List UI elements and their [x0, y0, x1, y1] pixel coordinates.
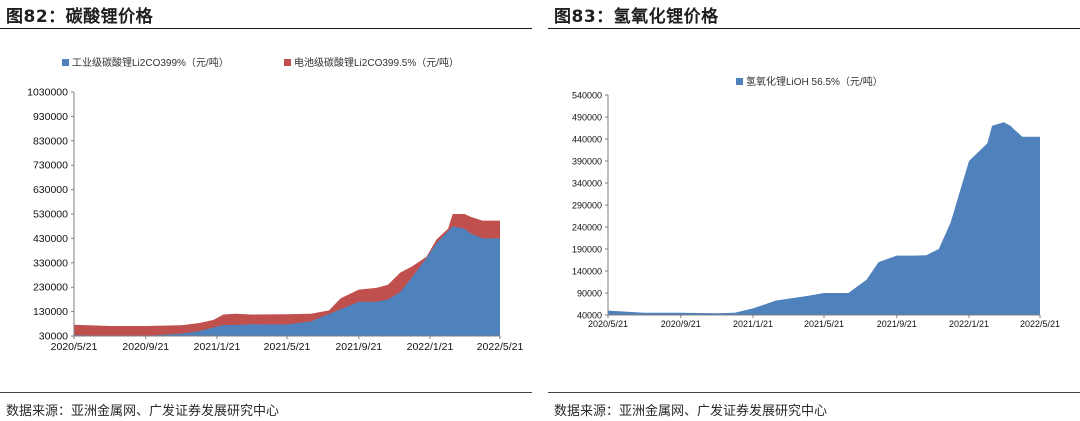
x-tick-label: 2021/5/21 [264, 341, 311, 353]
legend-swatch [284, 59, 291, 66]
y-tick-label: 830000 [33, 135, 68, 147]
source-divider [0, 392, 532, 393]
lithium-carbonate-chart: 1030000 930000 830000 730000 630000 530000 430… [27, 56, 524, 353]
y-tick-label: 540000 [572, 91, 602, 101]
title-divider [548, 28, 1080, 29]
chart-panel-lithium-carbonate: 图82：碳酸锂价格 1030000 930000 830000 730000 63000… [0, 0, 532, 421]
legend-label: 电池级碳酸锂Li2CO399.5%（元/吨） [294, 56, 459, 69]
area-series-1 [608, 122, 1040, 315]
x-tick-label: 2021/1/21 [733, 319, 773, 329]
y-tick-label: 490000 [572, 113, 602, 123]
data-source-note: 数据来源：亚洲金属网、广发证券发展研究中心 [554, 404, 828, 419]
x-tick-label: 2022/1/21 [407, 341, 454, 353]
x-tick-label: 2020/5/21 [51, 341, 98, 353]
y-tick-label: 90000 [577, 289, 602, 299]
x-tick-label: 2021/9/21 [877, 319, 917, 329]
x-tick-label: 2021/1/21 [194, 341, 241, 353]
y-tick-label: 930000 [33, 111, 68, 123]
legend-label: 氢氧化锂LiOH 56.5%（元/吨） [746, 75, 883, 88]
data-source-note: 数据来源：亚洲金属网、广发证券发展研究中心 [6, 404, 280, 419]
chart-panel-lithium-hydroxide: 图83：氢氧化锂价格 540000 490000 440000 390000 34000… [548, 0, 1080, 421]
lithium-hydroxide-chart: 540000 490000 440000 390000 340000 290000 2400… [572, 75, 1060, 329]
x-tick-label: 2020/5/21 [588, 319, 628, 329]
figure-title: 图82：碳酸锂价格 [6, 7, 154, 27]
y-tick-label: 230000 [33, 282, 68, 294]
y-tick-label: 190000 [572, 245, 602, 255]
legend-swatch [62, 59, 69, 66]
y-tick-label: 30000 [39, 331, 68, 343]
x-tick-label: 2020/9/21 [122, 341, 169, 353]
y-tick-label: 240000 [572, 223, 602, 233]
y-tick-label: 730000 [33, 160, 68, 172]
x-tick-label: 2022/1/21 [949, 319, 989, 329]
y-tick-label: 1030000 [27, 87, 68, 99]
y-tick-label: 430000 [33, 233, 68, 245]
area-series-2 [74, 226, 500, 336]
y-tick-label: 330000 [33, 257, 68, 269]
legend-item: 电池级碳酸锂Li2CO399.5%（元/吨） [284, 56, 459, 69]
figure-title: 图83：氢氧化锂价格 [554, 7, 719, 27]
legend-item: 氢氧化锂LiOH 56.5%（元/吨） [736, 75, 883, 88]
legend-swatch [736, 78, 743, 85]
y-tick-label: 40000 [577, 311, 602, 321]
x-tick-label: 2021/5/21 [804, 319, 844, 329]
legend-item: 工业级碳酸锂Li2CO399%（元/吨） [62, 56, 229, 69]
y-tick-label: 440000 [572, 135, 602, 145]
legend-label: 工业级碳酸锂Li2CO399%（元/吨） [72, 56, 229, 69]
source-divider [548, 392, 1080, 393]
y-tick-label: 130000 [33, 306, 68, 318]
y-tick-label: 390000 [572, 157, 602, 167]
y-tick-label: 140000 [572, 267, 602, 277]
x-tick-label: 2022/5/21 [1020, 319, 1060, 329]
y-tick-label: 290000 [572, 201, 602, 211]
y-tick-label: 530000 [33, 209, 68, 221]
title-divider [0, 28, 532, 29]
x-tick-label: 2021/9/21 [335, 341, 382, 353]
x-tick-label: 2020/9/21 [661, 319, 701, 329]
y-tick-label: 630000 [33, 184, 68, 196]
y-tick-label: 340000 [572, 179, 602, 189]
x-tick-label: 2022/5/21 [477, 341, 524, 353]
